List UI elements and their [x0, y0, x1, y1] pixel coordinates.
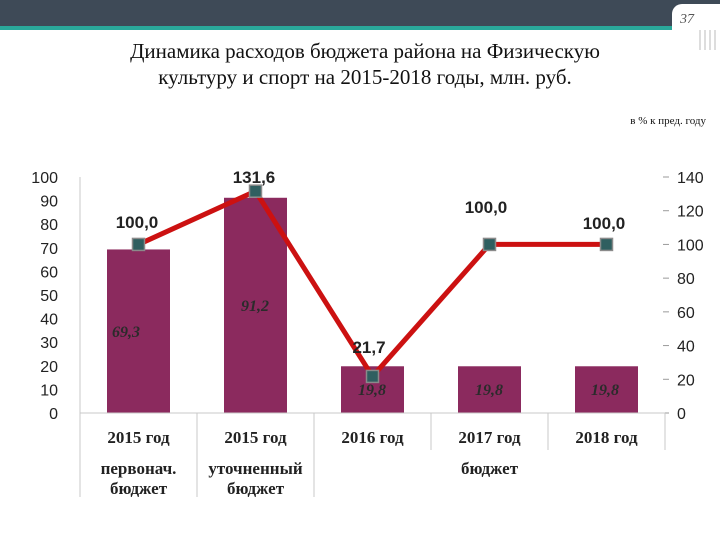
line-marker	[248, 184, 263, 198]
y2-tick-label: 20	[677, 372, 695, 389]
bar	[224, 197, 287, 413]
bar-value-label: 91,2	[241, 298, 269, 315]
line-value-label: 100,0	[465, 198, 508, 217]
line-marker	[365, 369, 380, 384]
top-bar	[0, 0, 720, 26]
y-tick-label: 20	[40, 359, 58, 376]
group-label: первонач.	[101, 459, 177, 478]
page-number-tab	[672, 4, 720, 32]
y-tick-label: 30	[40, 335, 58, 352]
group-label: бюджет	[110, 479, 168, 498]
y-tick-label: 90	[40, 194, 58, 211]
y-tick-label: 80	[40, 217, 58, 234]
y-tick-label: 100	[31, 170, 58, 187]
bar-value-label: 69,3	[112, 324, 140, 341]
x-category-label: 2016 год	[341, 428, 404, 447]
y-tick-label: 50	[40, 288, 58, 305]
group-label: бюджет	[461, 459, 519, 478]
bar-value-label: 19,8	[591, 382, 619, 399]
y2-tick-label: 120	[677, 204, 704, 221]
right-axis-note: в % к пред. году	[630, 115, 706, 127]
x-category-label: 2018 год	[575, 428, 638, 447]
decorative-lines	[699, 30, 716, 50]
line-marker	[599, 237, 614, 252]
line-value-label: 131,6	[233, 168, 276, 187]
line-marker	[131, 237, 146, 252]
bar-value-label: 19,8	[475, 382, 503, 399]
y2-tick-label: 40	[677, 339, 695, 356]
x-category-label: 2017 год	[458, 428, 521, 447]
y2-tick-label: 80	[677, 271, 695, 288]
x-category-label: 2015 год	[224, 428, 287, 447]
y-tick-label: 60	[40, 264, 58, 281]
bar-value-label: 19,8	[358, 382, 386, 399]
y-tick-label: 10	[40, 382, 58, 399]
line-marker	[482, 237, 497, 252]
y2-tick-label: 0	[677, 406, 686, 423]
bar	[575, 366, 638, 413]
y-tick-label: 70	[40, 241, 58, 258]
y2-tick-label: 140	[677, 170, 704, 187]
page-number: 37	[680, 12, 694, 27]
bar	[107, 249, 170, 413]
bar	[458, 366, 521, 413]
y-tick-label: 40	[40, 312, 58, 329]
title-line-2: культуру и спорт на 2015-2018 годы, млн.…	[158, 65, 572, 89]
line-value-label: 21,7	[352, 338, 385, 357]
slide-title: Динамика расходов бюджета района на Физи…	[40, 38, 690, 90]
group-label: бюджет	[227, 479, 285, 498]
top-accent-line	[0, 26, 720, 30]
x-category-label: 2015 год	[107, 428, 170, 447]
y2-tick-label: 60	[677, 305, 695, 322]
y-tick-label: 0	[49, 406, 58, 423]
group-label: уточненный	[208, 459, 302, 478]
line-value-label: 100,0	[583, 214, 626, 233]
y2-tick-label: 100	[677, 237, 704, 254]
title-line-1: Динамика расходов бюджета района на Физи…	[130, 39, 600, 63]
line-value-label: 100,0	[116, 213, 159, 232]
